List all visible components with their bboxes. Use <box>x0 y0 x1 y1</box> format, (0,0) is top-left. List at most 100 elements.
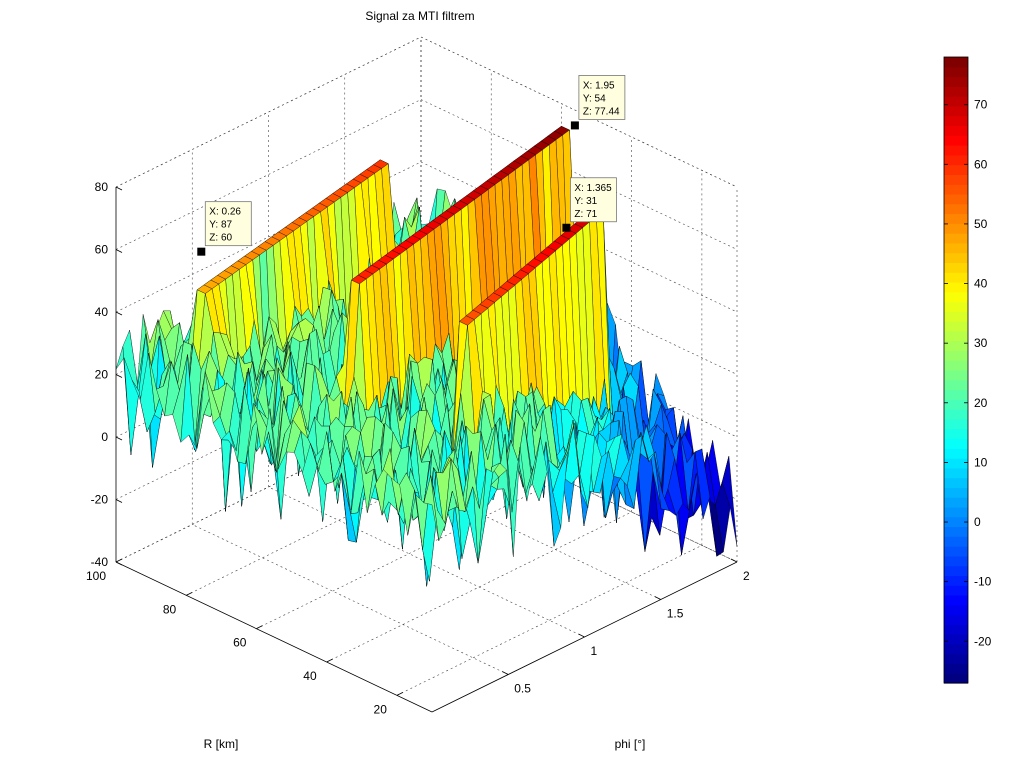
colorbar-cell <box>944 614 968 625</box>
colorbar-cell <box>944 145 968 156</box>
colorbar-cell <box>944 458 968 469</box>
colorbar-cell <box>944 174 968 185</box>
z-tick-mark <box>115 249 123 253</box>
surface-patch <box>423 475 439 542</box>
colorbar-cell <box>944 555 968 567</box>
colorbar-cell <box>944 135 968 146</box>
z-tick-label: 20 <box>95 368 109 382</box>
colorbar-cell <box>944 653 968 665</box>
z-tick-label: -20 <box>91 493 109 507</box>
colorbar-cell <box>944 340 968 352</box>
z-tick-label: 60 <box>95 243 109 257</box>
x-tick-mark <box>578 633 585 638</box>
z-tick-mark <box>115 374 123 378</box>
colorbar-tick-label: -10 <box>974 575 992 589</box>
datatip-marker <box>570 121 579 130</box>
grid-line-z <box>420 161 738 313</box>
colorbar-cell <box>944 399 968 410</box>
datatip-box <box>578 75 626 120</box>
colorbar-cell <box>944 546 968 557</box>
colorbar-cell <box>944 389 968 400</box>
colorbar-tick-label: 50 <box>974 217 988 231</box>
grid-line-x <box>268 486 585 638</box>
colorbar-cell <box>944 105 968 117</box>
colorbar-cell <box>944 497 968 508</box>
colorbar-tick-label: 0 <box>974 515 981 529</box>
colorbar-cell <box>944 57 968 68</box>
y-tick-mark <box>396 691 404 696</box>
colorbar-cell <box>944 526 968 537</box>
colorbar-cell <box>944 262 968 273</box>
axis-ticks: -40 -20 0 20 40 60 80 0.5 1 1.5 2 20 40 60 80 100 <box>86 180 750 716</box>
datatip-text: Z: 71 <box>574 209 597 220</box>
y-tick-mark <box>326 658 333 663</box>
y-tick-label: 20 <box>374 702 388 716</box>
colorbar-cell <box>944 604 968 616</box>
datatip-marker <box>562 223 571 232</box>
colorbar-cell <box>944 370 968 381</box>
colorbar-cell <box>944 409 968 420</box>
colorbar-cell <box>944 193 968 205</box>
datatip-box <box>204 201 252 247</box>
z-tick-mark <box>115 186 123 191</box>
chart-title: Signal za MTI filtrem <box>365 9 474 23</box>
colorbar-cell <box>944 428 968 440</box>
colorbar-tick-label: 60 <box>974 157 988 171</box>
y-tick-mark <box>115 558 123 563</box>
colorbar-cell <box>944 184 968 195</box>
colorbar-cell <box>944 164 968 175</box>
datatip-marker <box>197 247 206 256</box>
datatip-text: Z: 77.44 <box>583 106 620 117</box>
surface <box>115 125 738 587</box>
grid-line-y <box>396 545 703 696</box>
colorbar-cell <box>944 585 968 596</box>
grid-line-z <box>115 36 422 188</box>
colorbar-cell <box>944 565 968 577</box>
z-tick-label: -40 <box>91 555 109 569</box>
grid-line-y <box>326 511 632 663</box>
datatip-text: Y: 54 <box>583 93 606 104</box>
z-tick-mark <box>115 311 123 316</box>
y-tick-label: 40 <box>303 669 317 683</box>
colorbar-cell <box>944 311 968 322</box>
z-tick-label: 40 <box>95 305 109 319</box>
y-tick-mark <box>256 625 263 630</box>
colorbar-tick-label: 40 <box>974 277 988 291</box>
colorbar-frame <box>943 56 969 684</box>
y-tick-mark <box>186 591 193 596</box>
colorbar-cell <box>944 66 968 78</box>
colorbar-cell <box>944 516 968 528</box>
y-tick-label: 60 <box>233 636 247 650</box>
datatip-text: Y: 87 <box>209 220 232 231</box>
grid-line-z <box>115 99 422 250</box>
datatip-text: X: 1.95 <box>583 80 615 91</box>
colorbar-cell <box>944 448 968 459</box>
colorbar-cell <box>944 86 968 97</box>
z-tick-mark <box>115 499 123 503</box>
grid-line-x <box>192 524 509 675</box>
colorbar-cell <box>944 301 968 312</box>
z-tick-label: 0 <box>101 430 108 444</box>
colorbar-cell <box>944 272 968 283</box>
colorbar-cell <box>944 575 968 586</box>
colorbar-cell <box>944 360 968 371</box>
colorbar-cell <box>944 643 968 655</box>
colorbar-cell <box>944 321 968 332</box>
y-axis-line <box>115 561 433 713</box>
datatip-text: Y: 31 <box>574 196 597 207</box>
colorbar-cell <box>944 291 968 303</box>
datatip-text: Z: 60 <box>209 233 232 244</box>
colorbar-cell <box>944 330 968 342</box>
colorbar-cell <box>944 487 968 498</box>
x-tick-mark <box>730 558 738 563</box>
grid-line-z <box>115 349 422 500</box>
colorbar-cell <box>944 663 968 674</box>
colorbar: -20 -10 0 10 20 30 40 50 60 70 <box>943 56 992 684</box>
y-tick-label: 100 <box>86 569 106 583</box>
colorbar-tick-label: 20 <box>974 396 988 410</box>
x-tick-label: 2 <box>743 569 750 583</box>
x-tick-label: 1.5 <box>667 607 684 621</box>
colorbar-tick-label: 30 <box>974 336 988 350</box>
colorbar-cell <box>944 673 968 684</box>
z-tick-label: 80 <box>95 180 109 194</box>
